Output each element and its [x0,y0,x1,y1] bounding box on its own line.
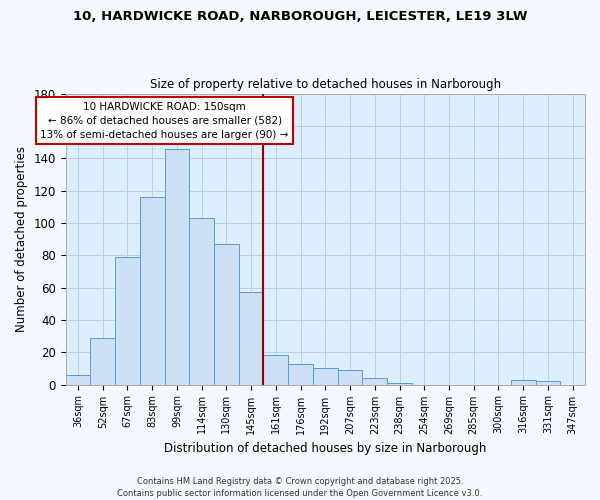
Text: 10 HARDWICKE ROAD: 150sqm
← 86% of detached houses are smaller (582)
13% of semi: 10 HARDWICKE ROAD: 150sqm ← 86% of detac… [40,102,289,140]
Bar [362,378,387,384]
Bar [288,364,313,384]
Title: Size of property relative to detached houses in Narborough: Size of property relative to detached ho… [150,78,501,91]
Bar [536,382,560,384]
Bar [214,244,239,384]
Text: 10, HARDWICKE ROAD, NARBOROUGH, LEICESTER, LE19 3LW: 10, HARDWICKE ROAD, NARBOROUGH, LEICESTE… [73,10,527,23]
Bar [387,383,412,384]
Bar [313,368,338,384]
Bar [164,148,190,384]
Bar [239,292,263,384]
Text: Contains HM Land Registry data © Crown copyright and database right 2025.
Contai: Contains HM Land Registry data © Crown c… [118,476,482,498]
Bar [91,338,115,384]
X-axis label: Distribution of detached houses by size in Narborough: Distribution of detached houses by size … [164,442,487,455]
Bar [338,370,362,384]
Bar [511,380,536,384]
Bar [263,356,288,384]
Bar [190,218,214,384]
Y-axis label: Number of detached properties: Number of detached properties [15,146,28,332]
Bar [140,197,164,384]
Bar [65,375,91,384]
Bar [115,257,140,384]
